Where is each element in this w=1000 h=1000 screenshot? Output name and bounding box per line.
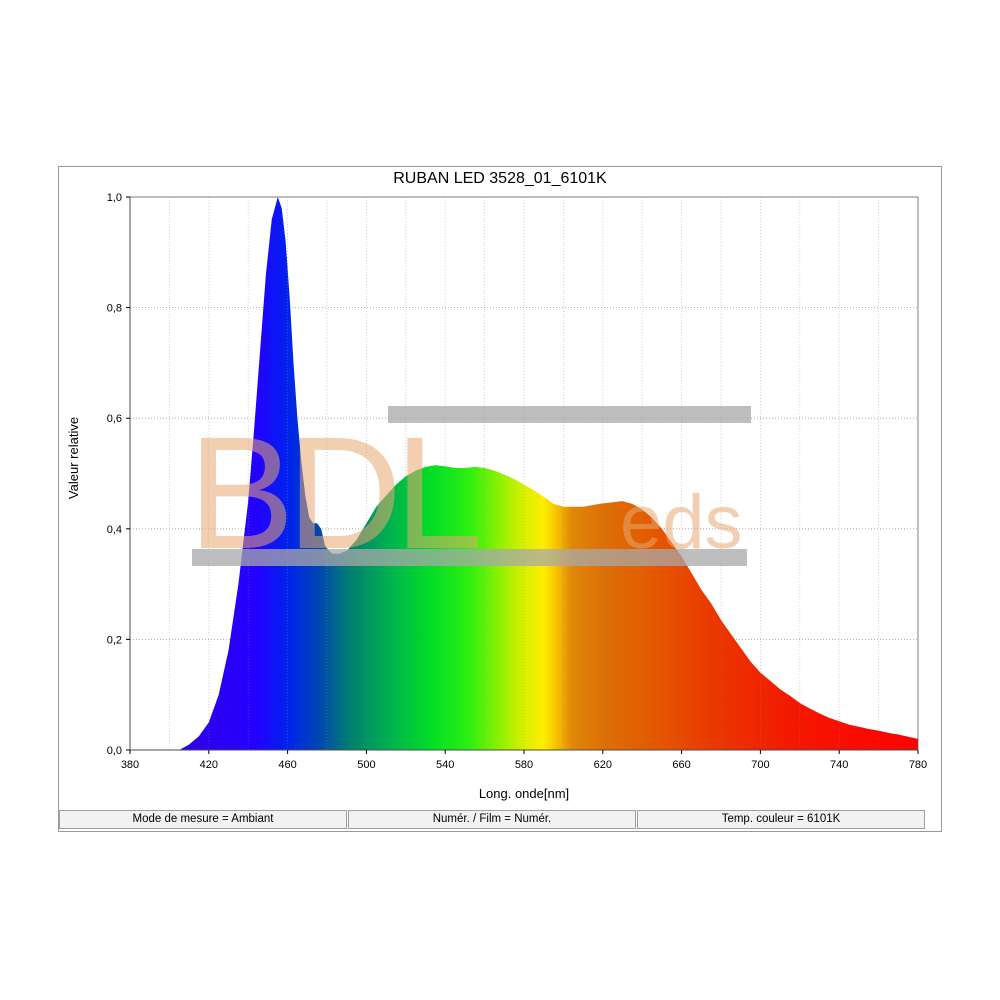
x-tick-label: 380	[121, 759, 139, 771]
watermark-logo-sub: eds	[620, 480, 743, 565]
status-bar: Mode de mesure = Ambiant Numér. / Film =…	[59, 810, 941, 830]
y-tick-label: 1,0	[107, 192, 122, 204]
y-tick-label: 0,6	[107, 413, 122, 425]
y-axis-label: Valeur relative	[66, 417, 81, 499]
status-num-film: Numér. / Film = Numér.	[348, 810, 636, 829]
y-tick-label: 0,4	[107, 524, 122, 536]
x-tick-label: 500	[357, 759, 375, 771]
status-measure-mode: Mode de mesure = Ambiant	[59, 810, 347, 829]
status-color-temp: Temp. couleur = 6101K	[637, 810, 925, 829]
spectrum-area	[179, 197, 919, 750]
watermark-logo-main: BDL	[188, 403, 478, 582]
x-tick-label: 620	[594, 759, 612, 771]
watermark-bar-bottom	[192, 549, 747, 566]
vertical-gridlines	[169, 197, 879, 750]
x-tick-label: 580	[515, 759, 533, 771]
y-tick-label: 0,8	[107, 303, 122, 315]
x-tick-label: 660	[672, 759, 690, 771]
x-tick-label: 700	[751, 759, 769, 771]
x-axis-label: Long. onde[nm]	[479, 786, 569, 801]
watermark-bar-top	[388, 406, 751, 423]
y-tick-label: 0,2	[107, 634, 122, 646]
x-tick-labels: 380 420 460 500 540 580 620 660 700 740 780	[121, 750, 927, 771]
x-tick-label: 780	[909, 759, 927, 771]
x-tick-label: 460	[278, 759, 296, 771]
x-tick-label: 420	[200, 759, 218, 771]
x-tick-label: 540	[436, 759, 454, 771]
chart-title: RUBAN LED 3528_01_6101K	[393, 170, 607, 187]
x-tick-label: 740	[830, 759, 848, 771]
y-tick-label: 0,0	[107, 745, 122, 757]
y-tick-labels: 0,0 0,2 0,4 0,6 0,8 1,0	[107, 192, 130, 757]
